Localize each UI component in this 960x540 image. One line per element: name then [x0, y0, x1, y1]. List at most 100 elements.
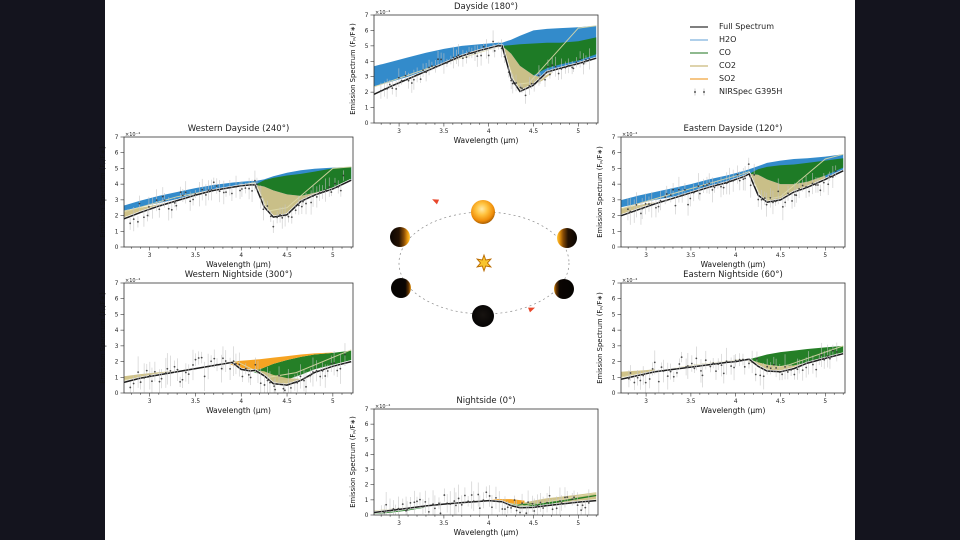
- x-tick-label: 5: [331, 399, 335, 405]
- x-axis-label: Wavelength (μm): [206, 260, 271, 269]
- legend-item-nirspec-g395h: NIRSpec G395H: [688, 85, 782, 98]
- star-icon: [475, 253, 493, 273]
- y-tick-label: 3: [365, 468, 369, 474]
- y-tick-label: 7: [115, 135, 119, 141]
- band-co: [502, 494, 597, 508]
- axes-frame: [123, 282, 354, 394]
- y-tick-label: 1: [115, 375, 119, 381]
- legend-item-h2o: H2O: [688, 33, 782, 46]
- x-tick-label: 3: [148, 253, 152, 259]
- plot-dayside: 3 3.5 4 4.5 5 0 1 2 3 4 5 6 7 ×10⁻⁴ Wavelength (μm) Emi…: [349, 10, 599, 145]
- planet-phase-0: [472, 305, 494, 327]
- x-tick-label: 3.5: [191, 399, 201, 405]
- figure-canvas: Dayside (180°) Western Dayside (240°) Ea…: [99, 0, 855, 540]
- y-tick-label: 7: [365, 13, 369, 19]
- scatter-nirspec-g395h: [129, 343, 346, 393]
- y-tick-label: 6: [365, 28, 369, 34]
- orbit-diagram: [390, 199, 577, 327]
- x-tick-label: 4.5: [282, 253, 292, 259]
- full-spectrum-line: [374, 45, 597, 96]
- x-tick-label: 5: [823, 399, 827, 405]
- axis-offset-text: ×10⁻⁴: [375, 10, 390, 16]
- legend-label: NIRSpec G395H: [719, 87, 783, 96]
- legend-line-swatch: [690, 64, 708, 67]
- axis-offset-text: ×10⁻⁴: [125, 278, 140, 284]
- x-tick-label: 5: [576, 521, 580, 527]
- x-tick-label: 5: [331, 253, 335, 259]
- legend-label: H2O: [719, 35, 737, 44]
- band-h2o: [374, 25, 597, 92]
- y-axis-label: Emission Spectrum (Fₚ/F∗): [349, 23, 357, 115]
- scatter-nirspec-g395h: [628, 342, 838, 393]
- scatter-nirspec-g395h: [627, 157, 837, 225]
- legend-item-so2: SO2: [688, 72, 782, 85]
- y-axis-label: Emission Spectrum (Fₚ/F∗): [99, 292, 107, 384]
- scatter-nirspec-g395h: [129, 170, 345, 233]
- x-tick-label: 4: [487, 521, 491, 527]
- plot-nightside: 3 3.5 4 4.5 5 0 1 2 3 4 5 6 7 ×10⁻⁴ Wavelength (μm) Emi…: [349, 404, 599, 537]
- x-tick-label: 3.5: [439, 129, 449, 135]
- panel-title-eastern-nightside: Eastern Nightside (60°): [683, 270, 783, 280]
- axis-offset-text: ×10⁻⁴: [622, 278, 637, 284]
- y-tick-label: 4: [115, 328, 119, 334]
- legend-line-swatch: [690, 38, 708, 41]
- band-co: [255, 166, 352, 196]
- y-tick-label: 7: [612, 281, 616, 287]
- x-axis-label: Wavelength (μm): [701, 406, 766, 415]
- y-tick-label: 5: [365, 437, 369, 443]
- panel-title-western-dayside: Western Dayside (240°): [187, 124, 290, 134]
- y-tick-label: 0: [115, 391, 119, 397]
- y-tick-label: 3: [612, 198, 616, 204]
- legend-line-swatch: [690, 77, 708, 80]
- band-co: [749, 345, 844, 367]
- panel-title-western-nightside: Western Nightside (300°): [184, 270, 293, 280]
- y-tick-label: 6: [365, 422, 369, 428]
- y-tick-label: 2: [365, 90, 369, 96]
- plot-western_dayside: 3 3.5 4 4.5 5 0 1 2 3 4 5 6 7 ×10⁻⁴ Wavelength (μm) Emi…: [99, 132, 354, 269]
- planet-phase-120: [557, 228, 577, 248]
- x-tick-label: 4.5: [529, 521, 539, 527]
- legend-label: CO2: [719, 61, 736, 70]
- x-tick-label: 5: [823, 253, 827, 259]
- axes-frame: [373, 14, 599, 124]
- y-tick-label: 3: [365, 75, 369, 81]
- x-tick-label: 3.5: [686, 399, 696, 405]
- panel-title-eastern-dayside: Eastern Dayside (120°): [683, 124, 783, 134]
- plot-eastern_dayside: 3 3.5 4 4.5 5 0 1 2 3 4 5 6 7 ×10⁻⁴ Wavelength (μm) Emi…: [596, 132, 846, 269]
- x-tick-label: 4.5: [529, 129, 539, 135]
- y-tick-label: 2: [612, 214, 616, 220]
- band-co: [502, 37, 597, 76]
- band-co: [749, 158, 844, 185]
- y-tick-label: 2: [115, 214, 119, 220]
- axis-offset-text: ×10⁻⁴: [622, 132, 637, 138]
- x-axis-label: Wavelength (μm): [454, 136, 519, 145]
- x-tick-label: 4.5: [776, 253, 786, 259]
- scatter-nirspec-g395h: [380, 30, 591, 104]
- legend-item-co: CO: [688, 46, 782, 59]
- orbit-arrow-east: [528, 307, 536, 313]
- panel-title-nightside: Nightside (0°): [456, 396, 516, 406]
- x-tick-label: 3: [644, 399, 648, 405]
- x-tick-label: 3.5: [439, 521, 449, 527]
- axes-frame: [373, 408, 599, 516]
- x-tick-label: 3: [644, 253, 648, 259]
- y-tick-label: 2: [365, 483, 369, 489]
- x-tick-label: 4: [734, 253, 738, 259]
- legend-errorbar-swatch: [694, 88, 705, 95]
- x-axis-label: Wavelength (μm): [701, 260, 766, 269]
- y-axis-label: Emission Spectrum (Fₚ/F∗): [596, 292, 604, 384]
- y-tick-label: 0: [365, 121, 369, 127]
- axes-frame: [620, 136, 846, 248]
- y-tick-label: 1: [612, 229, 616, 235]
- y-axis-label: Emission Spectrum (Fₚ/F∗): [596, 146, 604, 238]
- y-tick-label: 4: [365, 59, 369, 65]
- y-tick-label: 5: [365, 44, 369, 50]
- axis-offset-text: ×10⁻⁴: [375, 404, 390, 410]
- y-tick-label: 1: [612, 375, 616, 381]
- x-tick-label: 4.5: [282, 399, 292, 405]
- y-tick-label: 1: [365, 106, 369, 112]
- legend: Full Spectrum H2O CO CO2 SO2 NIRSpec G395H: [688, 20, 782, 98]
- y-tick-label: 7: [612, 135, 616, 141]
- band-co2: [749, 173, 826, 203]
